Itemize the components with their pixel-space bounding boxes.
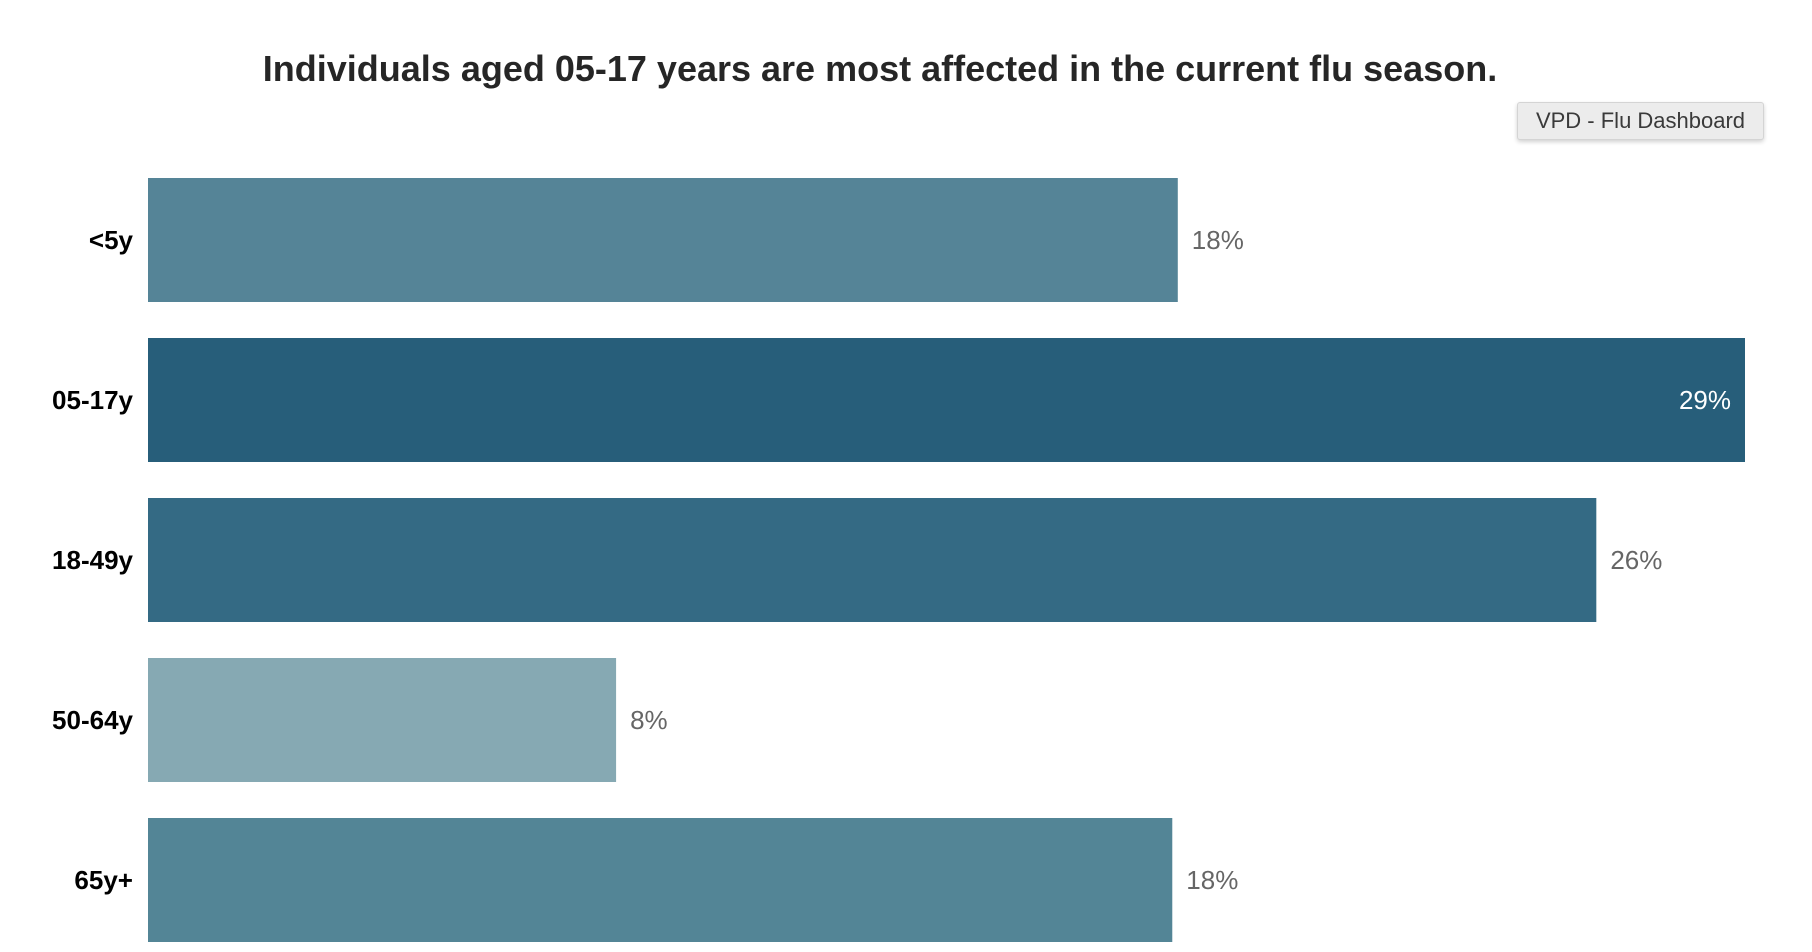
value-label-50-64y: 8% bbox=[630, 705, 668, 735]
bar-65y[interactable] bbox=[148, 818, 1173, 942]
bar-50-64y[interactable] bbox=[148, 658, 617, 782]
value-label-5y: 18% bbox=[1192, 225, 1244, 255]
category-label-65y: 65y+ bbox=[74, 865, 133, 895]
category-label-50-64y: 50-64y bbox=[52, 705, 133, 735]
category-label-5y: <5y bbox=[89, 225, 134, 255]
value-label-65y: 18% bbox=[1186, 865, 1238, 895]
bars-layer: <5y 18% 05-17y 29% 18-49y 26% 50-64y 8% 65y+ 18% bbox=[52, 178, 1745, 942]
bar-05-17y[interactable] bbox=[148, 338, 1745, 462]
bar-18-49y[interactable] bbox=[148, 498, 1597, 622]
bar-5y[interactable] bbox=[148, 178, 1178, 302]
category-label-05-17y: 05-17y bbox=[52, 385, 133, 415]
category-label-18-49y: 18-49y bbox=[52, 545, 133, 575]
dashboard-tooltip: VPD - Flu Dashboard bbox=[1517, 102, 1764, 140]
value-label-05-17y: 29% bbox=[1679, 385, 1731, 415]
value-label-18-49y: 26% bbox=[1610, 545, 1662, 575]
chart-title: Individuals aged 05-17 years are most af… bbox=[262, 48, 1498, 89]
